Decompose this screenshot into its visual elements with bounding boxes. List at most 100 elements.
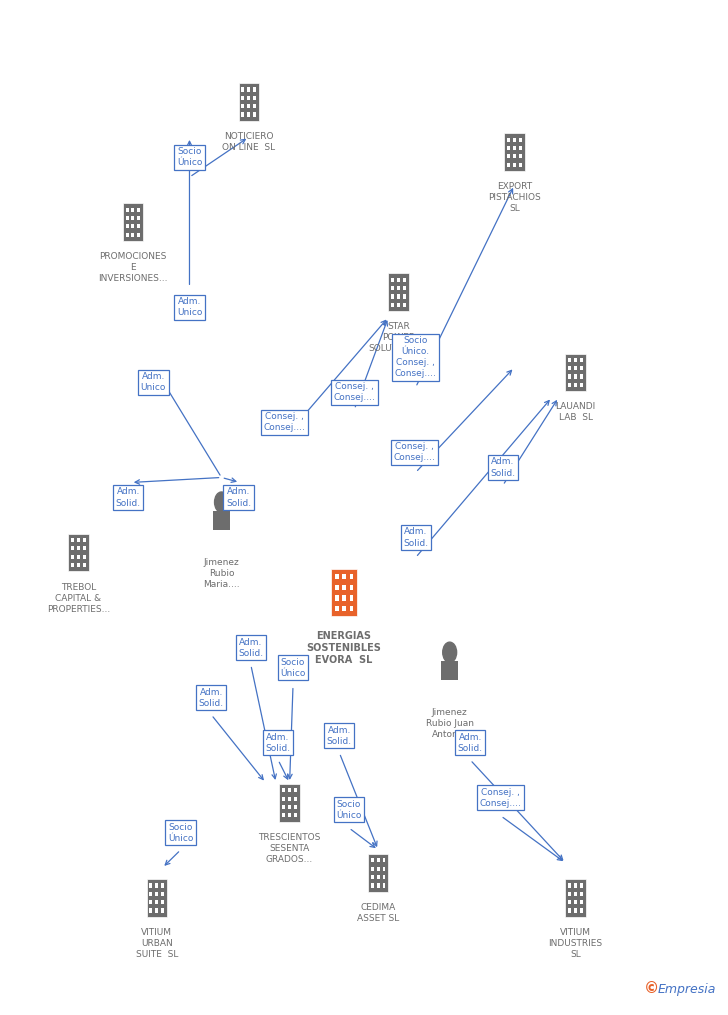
Bar bbox=[248, 113, 250, 117]
Text: NOTICIERO
ON LINE  SL: NOTICIERO ON LINE SL bbox=[222, 132, 275, 152]
Bar bbox=[294, 789, 297, 793]
Bar bbox=[83, 554, 86, 559]
Bar bbox=[138, 224, 141, 228]
Bar bbox=[288, 813, 291, 817]
Text: Adm.
Unico: Adm. Unico bbox=[141, 373, 166, 393]
Bar bbox=[138, 208, 141, 212]
Bar bbox=[132, 208, 135, 212]
Bar bbox=[566, 879, 586, 917]
Bar bbox=[349, 574, 353, 580]
Bar bbox=[382, 875, 385, 879]
Bar bbox=[161, 900, 164, 904]
Bar bbox=[376, 875, 379, 879]
Bar bbox=[132, 216, 135, 220]
Bar bbox=[149, 891, 152, 896]
Bar bbox=[248, 87, 250, 91]
Text: CEDIMA
ASSET SL: CEDIMA ASSET SL bbox=[357, 903, 399, 923]
Circle shape bbox=[215, 492, 229, 513]
Bar bbox=[569, 891, 571, 896]
Bar bbox=[253, 95, 256, 99]
Bar bbox=[519, 162, 522, 166]
Bar bbox=[403, 286, 406, 290]
Bar bbox=[77, 563, 80, 567]
Bar bbox=[149, 900, 152, 904]
Bar bbox=[507, 154, 510, 158]
Bar bbox=[242, 113, 245, 117]
Bar bbox=[138, 232, 141, 236]
Text: ©: © bbox=[644, 982, 659, 996]
Text: Adm.
Solid.: Adm. Solid. bbox=[327, 726, 352, 746]
Bar bbox=[77, 538, 80, 542]
Bar bbox=[242, 105, 245, 109]
Bar bbox=[335, 574, 339, 580]
Bar bbox=[253, 105, 256, 109]
Text: Consej. ,
Consej....: Consej. , Consej.... bbox=[393, 443, 435, 463]
Bar bbox=[391, 286, 395, 290]
Bar bbox=[288, 789, 291, 793]
Bar bbox=[282, 805, 285, 809]
Bar bbox=[248, 95, 250, 99]
Bar bbox=[213, 511, 230, 530]
Bar bbox=[71, 538, 74, 542]
Bar bbox=[126, 216, 129, 220]
Bar bbox=[161, 883, 164, 887]
Bar bbox=[382, 859, 385, 863]
Text: Socio
Único: Socio Único bbox=[168, 823, 194, 842]
Bar bbox=[149, 883, 152, 887]
Bar bbox=[132, 224, 135, 228]
Bar bbox=[349, 585, 353, 590]
Bar bbox=[569, 908, 571, 912]
Bar bbox=[242, 95, 245, 99]
Bar bbox=[342, 606, 346, 611]
Text: Adm.
Solid.: Adm. Solid. bbox=[199, 687, 223, 707]
Bar bbox=[566, 353, 586, 391]
Bar bbox=[294, 805, 297, 809]
Bar bbox=[342, 595, 346, 601]
Bar bbox=[371, 883, 373, 887]
Bar bbox=[513, 162, 516, 166]
Bar bbox=[288, 805, 291, 809]
Bar bbox=[71, 554, 74, 559]
Bar bbox=[391, 294, 395, 298]
Bar bbox=[441, 661, 458, 680]
Bar bbox=[574, 908, 577, 912]
Bar bbox=[282, 789, 285, 793]
Bar bbox=[376, 883, 379, 887]
Bar bbox=[382, 883, 385, 887]
Bar bbox=[83, 563, 86, 567]
Bar bbox=[248, 105, 250, 109]
Bar bbox=[77, 546, 80, 550]
Bar bbox=[403, 294, 406, 298]
Bar bbox=[335, 595, 339, 601]
Bar bbox=[161, 891, 164, 896]
Bar bbox=[569, 366, 571, 370]
Bar bbox=[403, 302, 406, 307]
Bar bbox=[513, 154, 516, 158]
Bar bbox=[513, 137, 516, 142]
Bar bbox=[519, 154, 522, 158]
Bar bbox=[71, 546, 74, 550]
Bar bbox=[580, 366, 583, 370]
Bar bbox=[580, 383, 583, 387]
Text: Adm.
Solid.: Adm. Solid. bbox=[226, 487, 251, 508]
Bar bbox=[149, 908, 152, 912]
Text: Jimenez
Rubio
Maria....: Jimenez Rubio Maria.... bbox=[203, 557, 240, 589]
Text: Adm.
Solid.: Adm. Solid. bbox=[490, 458, 515, 477]
Bar bbox=[376, 859, 379, 863]
Bar bbox=[391, 302, 395, 307]
Circle shape bbox=[443, 642, 456, 663]
Bar bbox=[123, 203, 143, 241]
Bar bbox=[519, 137, 522, 142]
Bar bbox=[282, 813, 285, 817]
Bar bbox=[371, 875, 373, 879]
Bar bbox=[403, 278, 406, 282]
Bar bbox=[155, 891, 158, 896]
Bar bbox=[580, 900, 583, 904]
Bar bbox=[294, 797, 297, 801]
Bar bbox=[569, 883, 571, 887]
Bar bbox=[569, 383, 571, 387]
Bar bbox=[126, 224, 129, 228]
Text: Jimenez
Rubio Juan
Antonio: Jimenez Rubio Juan Antonio bbox=[426, 707, 474, 739]
Bar bbox=[126, 232, 129, 236]
Bar bbox=[391, 278, 395, 282]
